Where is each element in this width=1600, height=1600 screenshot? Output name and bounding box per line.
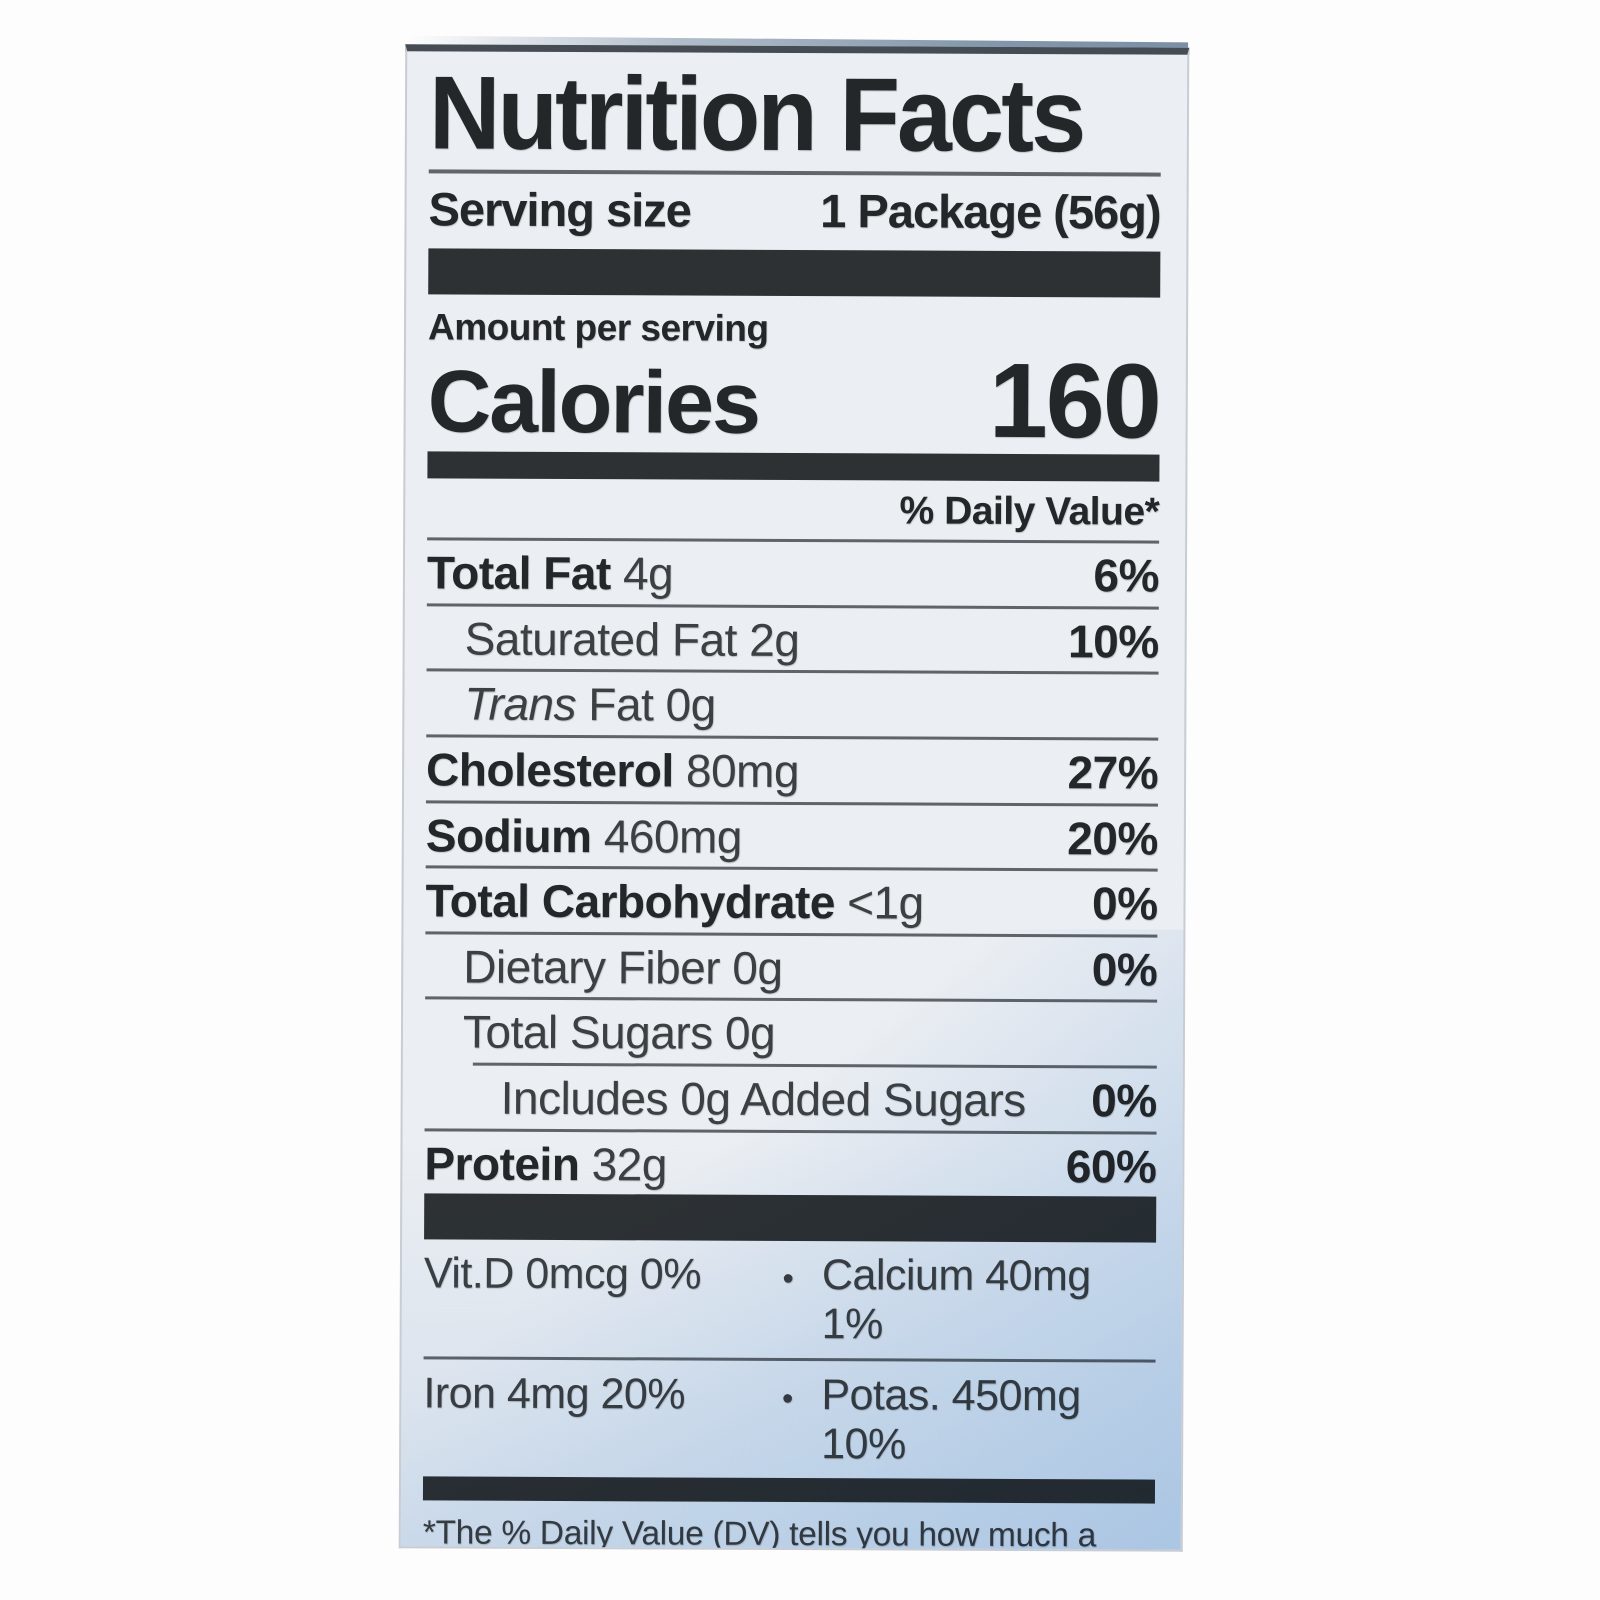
- calories-row: Calories 160: [427, 341, 1160, 461]
- daily-value-header: % Daily Value*: [899, 489, 1160, 534]
- nutrient-rows: Total Fat 4g 6% Saturated Fat 2g 10% Trans F…: [424, 541, 1159, 1197]
- micro-calcium: Calcium 40mg 1%: [821, 1251, 1091, 1349]
- separator-bar-medium-bottom: [422, 1476, 1156, 1504]
- nutrient-name-and-amount: Dietary Fiber 0g: [463, 940, 783, 994]
- nutrient-name-and-amount: Total Fat 4g: [426, 546, 674, 600]
- serving-size-row: Serving size 1 Package (56g): [428, 173, 1160, 251]
- daily-value-percent: 6%: [1093, 549, 1160, 602]
- nutrient-row: Total Carbohydrate <1g 0%: [425, 869, 1157, 935]
- nutrient-name-and-amount: Cholesterol 80mg: [426, 743, 800, 797]
- micro-potassium: Potas. 450mg 10%: [821, 1371, 1081, 1469]
- nutrient-row: Sodium 460mg 20%: [426, 803, 1158, 869]
- nutrient-name-and-amount: Total Carbohydrate <1g: [425, 874, 924, 929]
- label-title: Nutrition Facts: [428, 55, 1084, 175]
- nutrient-row: Total Fat 4g 6%: [427, 541, 1159, 607]
- serving-size-value: 1 Package (56g): [820, 184, 1161, 239]
- nutrient-row: Trans Fat 0g: [426, 672, 1158, 738]
- nutrient-row: Total Sugars 0g: [425, 1000, 1157, 1066]
- daily-value-footnote: *The % Daily Value (DV) tells you how mu…: [422, 1514, 1155, 1552]
- micro-iron: Iron 4mg 20%: [423, 1369, 686, 1419]
- serving-size-label: Serving size: [428, 182, 691, 237]
- nutrient-row: Dietary Fiber 0g 0%: [425, 934, 1157, 1000]
- nutrient-name-and-amount: Sodium 460mg: [425, 808, 743, 863]
- nutrient-row: Saturated Fat 2g 10%: [427, 606, 1159, 672]
- footnote-line: *The % Daily Value (DV) tells you how mu…: [422, 1514, 1097, 1552]
- bullet-separator: •: [781, 1380, 793, 1417]
- micronutrient-row: Iron 4mg 20% • Potas. 450mg 10%: [423, 1359, 1156, 1479]
- nutrient-name-and-amount: Saturated Fat 2g: [464, 612, 800, 666]
- nutrition-facts-label: Nutrition Facts Serving size 1 Package (…: [398, 44, 1190, 1552]
- separator-bar-thick-protein: [424, 1193, 1157, 1243]
- calories-label: Calories: [427, 351, 760, 453]
- nutrient-name-and-amount: Includes 0g Added Sugars: [500, 1071, 1026, 1126]
- daily-value-percent: 0%: [1091, 943, 1158, 996]
- daily-value-percent: 0%: [1091, 877, 1158, 930]
- nutrient-name-and-amount: Protein 32g: [424, 1136, 668, 1190]
- nutrient-row: Cholesterol 80mg 27%: [426, 737, 1158, 803]
- micronutrient-row: Vit.D 0mcg 0% • Calcium 40mg 1%: [424, 1239, 1157, 1359]
- separator-bar-thick-top: [428, 248, 1161, 298]
- nutrient-name-and-amount: Trans Fat 0g: [464, 677, 716, 732]
- nutrient-row: Includes 0g Added Sugars 0%: [425, 1065, 1157, 1131]
- nutrient-name-and-amount: Total Sugars 0g: [462, 1005, 776, 1060]
- micro-vitamin-d: Vit.D 0mcg 0%: [423, 1249, 702, 1299]
- daily-value-percent: 10%: [1067, 614, 1159, 668]
- daily-value-percent: 20%: [1067, 811, 1158, 865]
- daily-value-percent: 60%: [1065, 1139, 1157, 1193]
- daily-value-percent: 0%: [1091, 1074, 1157, 1127]
- nutrient-row: Protein 32g 60%: [424, 1131, 1156, 1197]
- calories-value: 160: [988, 341, 1160, 461]
- bullet-separator: •: [782, 1260, 794, 1297]
- daily-value-percent: 27%: [1067, 746, 1159, 799]
